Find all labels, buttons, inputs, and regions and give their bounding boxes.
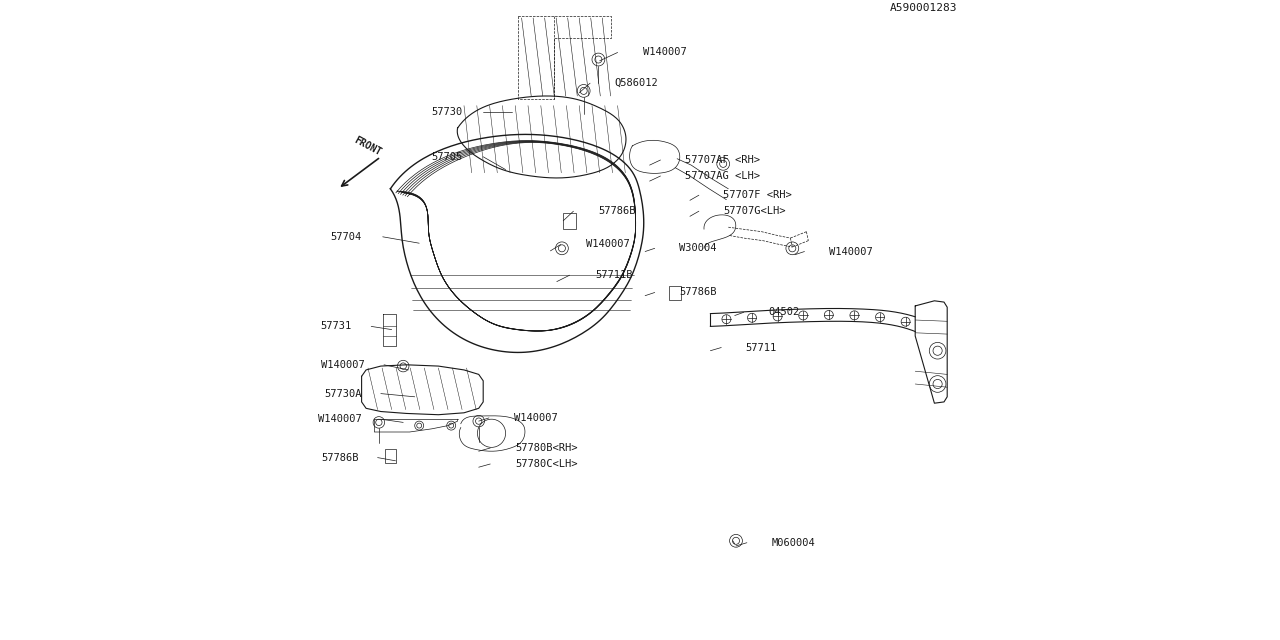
Text: 57786B: 57786B	[599, 206, 636, 216]
Text: 57786B: 57786B	[680, 287, 717, 298]
Text: 57707AG <LH>: 57707AG <LH>	[685, 171, 760, 181]
Text: Q586012: Q586012	[614, 78, 658, 88]
Text: 57780C<LH>: 57780C<LH>	[516, 459, 577, 469]
Text: 57731: 57731	[321, 321, 352, 332]
Bar	[563, 212, 576, 228]
Text: W140007: W140007	[829, 246, 873, 257]
Text: W140007: W140007	[644, 47, 687, 58]
Text: A590001283: A590001283	[890, 3, 957, 13]
Text: 57704: 57704	[330, 232, 362, 242]
Text: 57711: 57711	[745, 342, 777, 353]
Text: 57730A: 57730A	[324, 388, 362, 399]
Bar	[669, 286, 681, 300]
Text: W140007: W140007	[513, 413, 558, 423]
Text: 57705: 57705	[431, 152, 463, 162]
Text: FRONT: FRONT	[353, 134, 383, 157]
Text: M060004: M060004	[771, 538, 815, 548]
Text: 57707G<LH>: 57707G<LH>	[723, 206, 786, 216]
Text: 57780B<RH>: 57780B<RH>	[516, 443, 577, 453]
Text: 57786B: 57786B	[321, 452, 358, 463]
Text: 57707AF <RH>: 57707AF <RH>	[685, 155, 760, 165]
Text: 57730: 57730	[431, 107, 463, 117]
Text: W140007: W140007	[585, 239, 630, 250]
Bar	[384, 449, 397, 463]
Text: 57707F <RH>: 57707F <RH>	[723, 190, 792, 200]
Text: W140007: W140007	[317, 414, 362, 424]
Text: 57711B: 57711B	[595, 270, 632, 280]
Text: 04502: 04502	[768, 307, 799, 317]
Text: W30004: W30004	[678, 243, 717, 253]
Text: W140007: W140007	[321, 360, 365, 370]
